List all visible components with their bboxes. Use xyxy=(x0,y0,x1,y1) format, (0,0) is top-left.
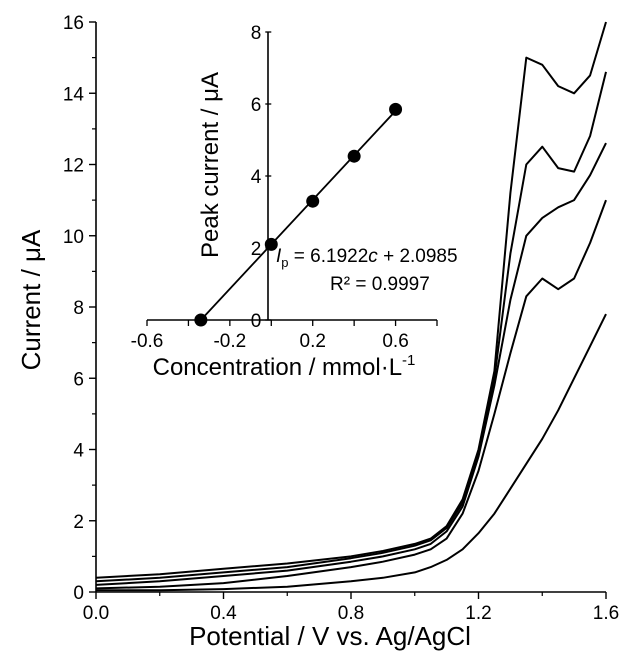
inset-x-axis-label: Concentration / mmol·L-1 xyxy=(153,352,416,381)
inset-data-point xyxy=(306,194,320,208)
inset-y-tick-label: 2 xyxy=(251,239,262,260)
eq-tail: + 2.0985 xyxy=(378,246,458,267)
main-x-tick-label: 0.8 xyxy=(338,603,364,624)
main-series-line-1 xyxy=(96,313,607,592)
inset-y-tick-label: 6 xyxy=(251,95,262,116)
r-squared: R² = 0.9997 xyxy=(330,274,430,295)
main-y-tick-label: 8 xyxy=(73,298,84,319)
main-y-ticks: 0 2 4 6 8 10 12 14 16 xyxy=(63,13,96,604)
eq-prefix: I xyxy=(276,246,282,267)
main-x-tick-label: 0.0 xyxy=(83,603,109,624)
inset-data-point xyxy=(389,102,403,116)
inset-data-point xyxy=(194,313,208,327)
main-y-tick-label: 6 xyxy=(73,369,84,390)
inset-data-point xyxy=(347,149,361,163)
inset-x-tick-label: 0.6 xyxy=(382,331,408,352)
inset-x-ticks: -0.6 -0.2 0.2 0.6 xyxy=(131,320,438,352)
inset-x-axis-label-sup: -1 xyxy=(402,352,415,369)
main-y-tick-label: 16 xyxy=(63,13,84,34)
inset-y-tick-label: 0 xyxy=(251,311,262,332)
eq-var: c xyxy=(368,246,378,267)
main-y-tick-label: 10 xyxy=(63,227,84,248)
inset-x-tick-label: 0.2 xyxy=(300,331,326,352)
main-y-tick-label: 2 xyxy=(73,512,84,533)
main-series-line-4 xyxy=(95,71,607,583)
main-series xyxy=(95,21,607,592)
inset-points xyxy=(194,102,403,327)
main-axes xyxy=(95,22,606,593)
inset-fit-line xyxy=(200,110,397,321)
main-x-tick-label: 1.6 xyxy=(593,603,619,624)
inset-x-axis-label-main: Concentration / mmol·L xyxy=(153,354,402,381)
main-x-axis-label: Potential / V vs. Ag/AgCl xyxy=(189,621,471,651)
main-y-tick-label: 12 xyxy=(63,156,84,177)
inset-fit-line-path xyxy=(200,110,397,321)
main-series-line-3 xyxy=(95,142,607,586)
eq-sub: p xyxy=(281,255,288,270)
inset-data-point xyxy=(264,237,278,251)
main-series-line-2 xyxy=(95,199,607,590)
inset-x-tick-label: -0.2 xyxy=(213,331,246,352)
main-y-tick-label: 0 xyxy=(73,583,84,604)
main-series-line-5 xyxy=(95,21,607,579)
inset-x-tick-label: -0.6 xyxy=(131,331,164,352)
inset-y-axis-label: Peak current / μA xyxy=(197,72,224,258)
main-x-ticks: 0.0 0.4 0.8 1.2 1.6 xyxy=(83,592,619,624)
main-x-tick-label: 0.4 xyxy=(210,603,237,624)
main-y-tick-label: 14 xyxy=(63,84,85,105)
main-y-tick-label: 4 xyxy=(73,441,84,462)
eq-mid: = 6.1922 xyxy=(289,246,369,267)
fit-equation: Ip = 6.1922c + 2.0985 xyxy=(276,246,458,270)
inset-y-tick-label: 4 xyxy=(251,167,262,188)
main-x-tick-label: 1.2 xyxy=(465,603,491,624)
main-y-axis-label: Current / μA xyxy=(16,229,46,370)
inset-y-tick-label: 8 xyxy=(251,23,262,44)
